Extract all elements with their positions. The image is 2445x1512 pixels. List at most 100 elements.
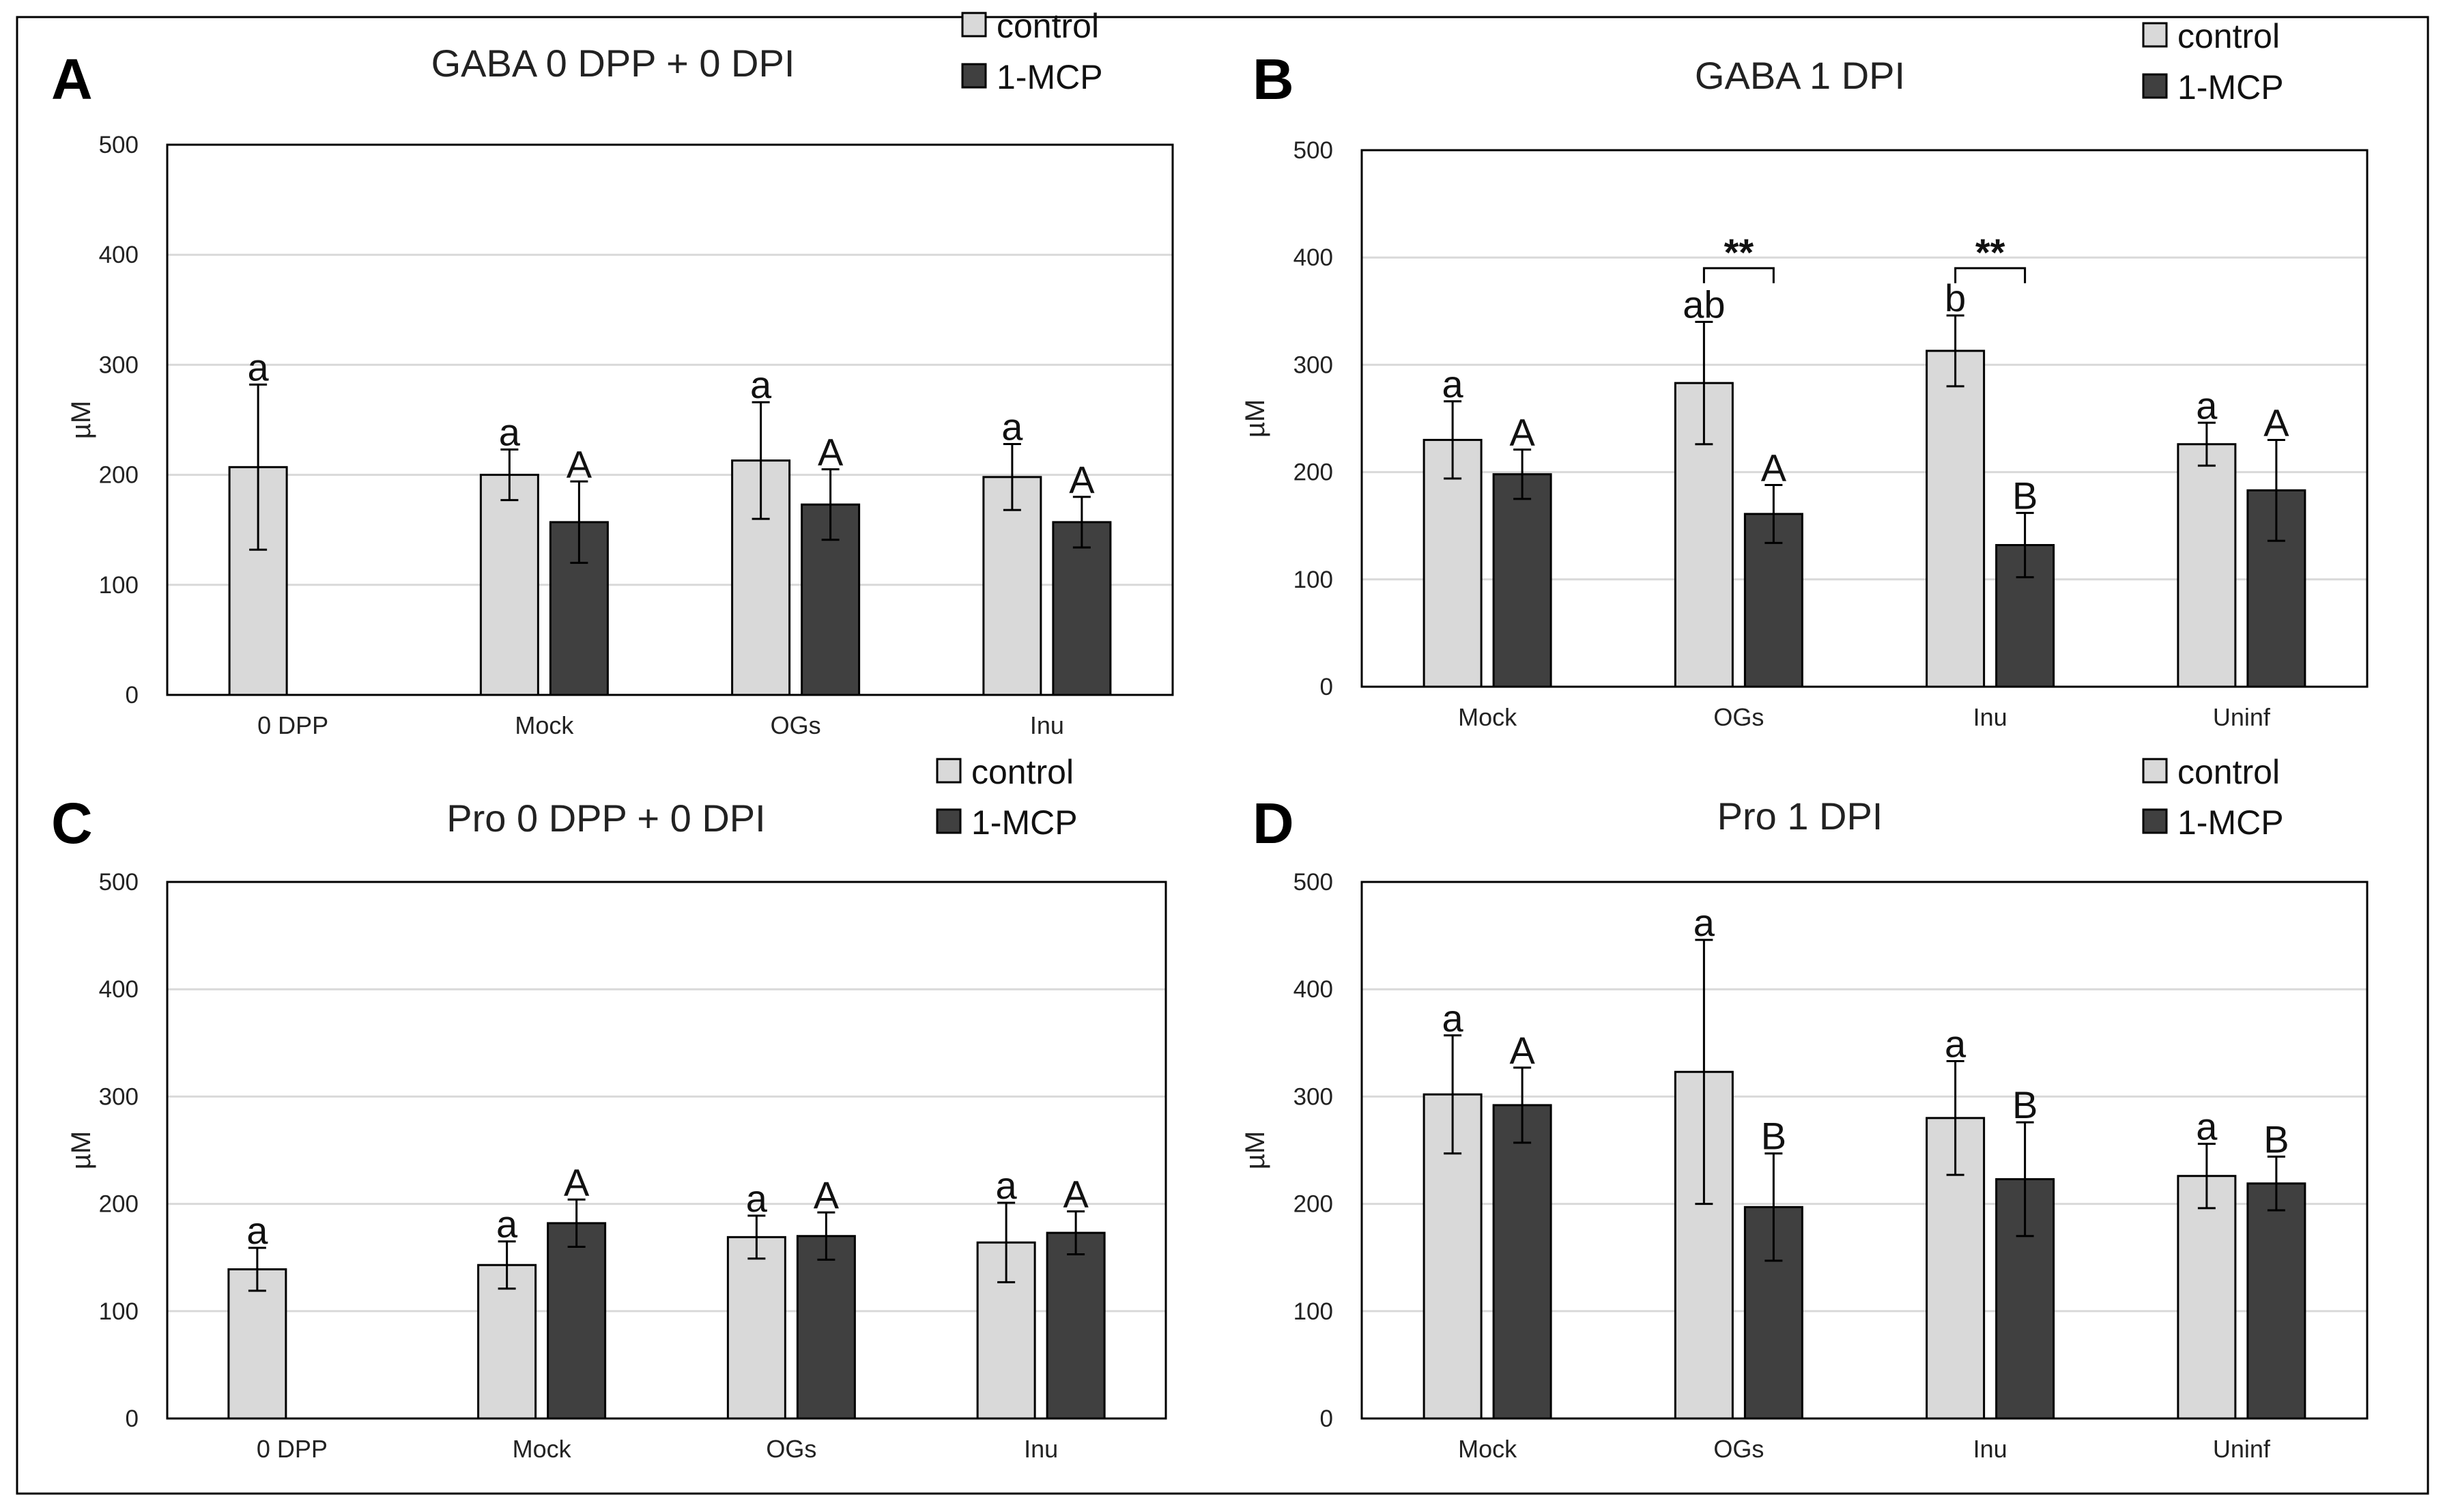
- significance-letter: a: [750, 363, 772, 406]
- y-axis-label: µM: [1240, 1131, 1270, 1169]
- bar-1mcp: [547, 1222, 607, 1420]
- significance-letter: a: [1442, 362, 1464, 405]
- significance-letter: A: [814, 1173, 840, 1216]
- x-tick-label: 0 DPP: [257, 1435, 328, 1463]
- significance-letter: a: [2196, 1105, 2218, 1148]
- x-tick-label: OGs: [1713, 703, 1764, 731]
- bar-1mcp: [1492, 1104, 1552, 1420]
- panel-title: Pro 0 DPP + 0 DPI: [446, 797, 765, 840]
- x-tick-label: Mock: [513, 1435, 572, 1463]
- y-tick-label: 200: [1293, 459, 1333, 486]
- significance-letter: B: [2263, 1117, 2289, 1160]
- significance-letter: a: [2196, 384, 2218, 427]
- bar-control: [2177, 443, 2237, 688]
- panel-d: D Pro 1 DPI control 1-MCP 0 100 200 300 400 500 µM…: [1240, 753, 2369, 1463]
- y-tick-label: 300: [99, 1083, 139, 1110]
- panel-letter: C: [51, 791, 93, 855]
- y-tick-label: 0: [1320, 674, 1333, 700]
- significance-letter: B: [2012, 1083, 2038, 1126]
- y-tick-label: 500: [99, 132, 139, 158]
- significance-letter: A: [1761, 446, 1787, 489]
- bar-control: [982, 476, 1042, 696]
- x-tick-label: Mock: [1458, 703, 1517, 731]
- significance-bracket: [1954, 267, 2027, 283]
- bar-1mcp: [796, 1235, 856, 1420]
- significance-letter: a: [1693, 901, 1715, 944]
- legend-control-swatch: [961, 12, 987, 38]
- y-tick-label: 400: [1293, 976, 1333, 1003]
- panel-b: B GABA 1 DPI control 1-MCP 0 100 200 300 400 500 µ…: [1240, 17, 2369, 731]
- legend-control-swatch: [2142, 758, 2168, 784]
- y-axis-label: µM: [1240, 399, 1270, 438]
- significance-letter: a: [1001, 405, 1023, 448]
- bar-1mcp: [2246, 1182, 2306, 1420]
- x-tick-label: Mock: [1458, 1435, 1517, 1463]
- plot-frame: [166, 143, 1174, 696]
- panel-title: GABA 1 DPI: [1695, 54, 1905, 97]
- legend-mcp-label: 1-MCP: [2177, 803, 2284, 842]
- x-tick-label: Uninf: [2213, 703, 2271, 731]
- figure-border: [16, 16, 2429, 1495]
- panels: A GABA 0 DPP + 0 DPI control 1-MCP 0 100 200 30…: [51, 7, 2369, 1463]
- y-tick-label: 500: [99, 869, 139, 896]
- x-tick-label: Inu: [1973, 1435, 2007, 1463]
- significance-letter: b: [1945, 276, 1966, 319]
- y-tick-label: 0: [126, 682, 139, 709]
- panel-c: C Pro 0 DPP + 0 DPI control 1-MCP 0 100 200 300…: [51, 753, 1167, 1463]
- x-tick-label: Inu: [1030, 711, 1064, 739]
- plot-frame: [1360, 881, 2369, 1420]
- x-tick-label: Uninf: [2213, 1435, 2271, 1463]
- x-tick-label: Inu: [1973, 703, 2007, 731]
- significance-letter: a: [499, 411, 521, 454]
- y-tick-label: 200: [1293, 1191, 1333, 1218]
- significance-letter: a: [996, 1164, 1018, 1207]
- legend-control-label: control: [997, 7, 1099, 45]
- panel-title: Pro 1 DPI: [1717, 795, 1883, 838]
- y-tick-label: 300: [1293, 1083, 1333, 1110]
- legend-mcp-label: 1-MCP: [2177, 68, 2284, 106]
- significance-letter: a: [746, 1177, 768, 1220]
- y-tick-label: 0: [126, 1406, 139, 1432]
- bar-control: [227, 1268, 287, 1420]
- bar-1mcp: [1046, 1231, 1106, 1420]
- y-tick-label: 100: [1293, 1298, 1333, 1325]
- significance-letter: a: [1442, 997, 1464, 1040]
- bar-control: [479, 474, 539, 696]
- y-tick-label: 300: [99, 352, 139, 378]
- bar-control: [477, 1264, 537, 1420]
- y-axis-label: µM: [66, 1131, 96, 1169]
- x-tick-label: OGs: [771, 711, 821, 739]
- significance-bracket: [1702, 267, 1775, 283]
- x-tick-label: OGs: [1713, 1435, 1764, 1463]
- y-tick-label: 300: [1293, 352, 1333, 378]
- legend-mcp-swatch: [2142, 73, 2168, 99]
- plot-frame: [166, 881, 1167, 1420]
- y-tick-label: 400: [1293, 244, 1333, 271]
- legend-mcp-swatch: [2142, 808, 2168, 834]
- significance-stars: **: [1975, 231, 2005, 274]
- significance-letter: a: [248, 345, 270, 388]
- panel-letter: A: [51, 47, 93, 111]
- bar-control: [726, 1236, 786, 1420]
- y-tick-label: 500: [1293, 137, 1333, 164]
- y-tick-label: 100: [99, 572, 139, 599]
- significance-letter: A: [818, 431, 844, 474]
- bar-1mcp: [1492, 473, 1552, 688]
- y-tick-label: 500: [1293, 869, 1333, 896]
- y-axis-label: µM: [66, 401, 96, 439]
- legend-control-swatch: [2142, 22, 2168, 48]
- x-tick-label: Mock: [515, 711, 574, 739]
- significance-letter: a: [496, 1203, 518, 1246]
- legend-control-label: control: [971, 753, 1074, 791]
- panel-letter: B: [1253, 47, 1294, 111]
- y-tick-label: 100: [99, 1298, 139, 1325]
- significance-letter: A: [2263, 401, 2289, 444]
- significance-stars: **: [1724, 231, 1754, 274]
- x-tick-label: 0 DPP: [257, 711, 328, 739]
- plot-frame: [1360, 149, 2369, 688]
- legend-control-label: control: [2177, 753, 2280, 791]
- significance-letter: A: [1509, 411, 1535, 454]
- significance-letter: a: [246, 1209, 268, 1252]
- bar-1mcp: [1743, 513, 1803, 688]
